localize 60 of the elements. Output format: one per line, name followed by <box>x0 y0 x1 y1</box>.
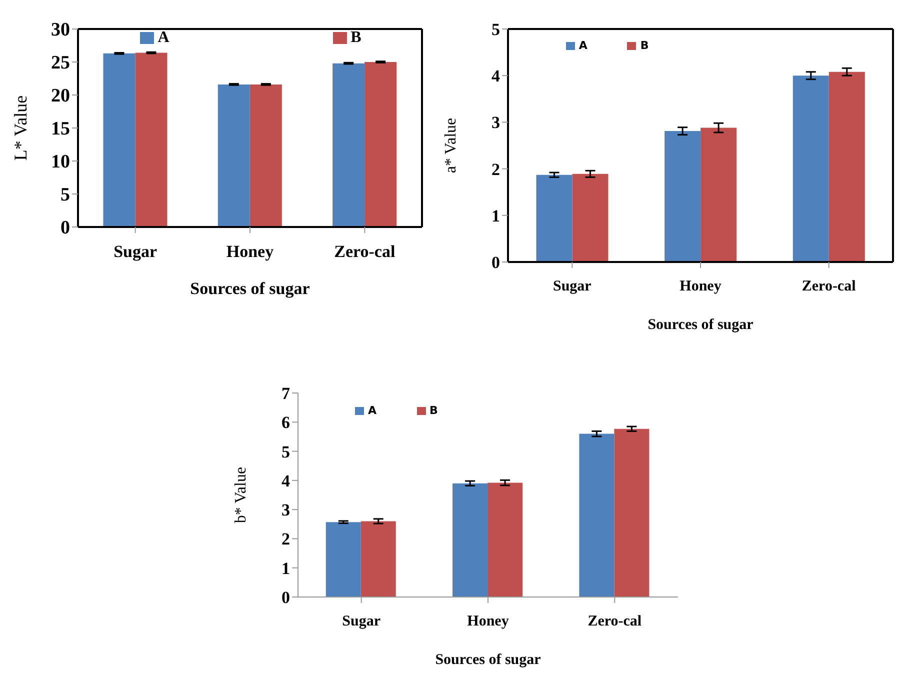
x-tick-label: Zero-cal <box>802 278 856 295</box>
bar <box>828 72 865 262</box>
x-axis-title: Sources of sugar <box>648 317 754 333</box>
legend-label: B <box>640 39 649 52</box>
legend-label: A <box>158 29 170 46</box>
x-tick-label: Sugar <box>342 614 381 630</box>
y-tick-label: 3 <box>492 113 500 132</box>
x-tick-label: Sugar <box>114 242 158 262</box>
y-tick-label: 4 <box>282 471 290 490</box>
legend-label: B <box>350 29 362 46</box>
y-tick-label: 0 <box>60 218 70 239</box>
y-tick-label: 1 <box>282 558 290 578</box>
y-tick-label: 0 <box>492 253 500 272</box>
bar <box>218 84 250 227</box>
bar <box>792 76 829 262</box>
x-tick-label: Sugar <box>552 278 592 295</box>
bar <box>103 53 136 227</box>
x-axis-title: Sources of sugar <box>190 279 310 298</box>
x-tick-label: Zero-cal <box>334 242 396 262</box>
y-tick-label: 20 <box>51 86 70 107</box>
bar <box>360 521 396 597</box>
bar <box>332 63 365 227</box>
y-tick-label: 0 <box>282 588 290 608</box>
bar <box>579 434 614 597</box>
bar <box>250 84 282 227</box>
y-tick-label: 2 <box>492 160 500 179</box>
bar <box>326 522 361 597</box>
y-axis-title: a* Value <box>442 118 460 174</box>
y-axis-title: b* Value <box>232 466 250 524</box>
y-tick-label: 25 <box>51 52 70 74</box>
y-tick-label: 6 <box>282 413 290 432</box>
y-tick-label: 3 <box>282 500 290 520</box>
y-tick-label: 4 <box>492 66 500 86</box>
x-tick-label: Honey <box>680 278 722 295</box>
y-tick-label: 5 <box>282 442 290 462</box>
bar <box>664 131 701 262</box>
y-tick-label: 5 <box>492 20 500 40</box>
bar <box>614 428 650 597</box>
legend-label: A <box>578 39 588 52</box>
x-tick-label: Honey <box>226 242 274 262</box>
bar <box>572 174 608 262</box>
bar <box>135 52 168 227</box>
y-tick-label: 15 <box>51 118 70 140</box>
y-axis-title: L* Value <box>10 95 30 161</box>
x-tick-label: Zero-cal <box>588 614 642 630</box>
legend-label: B <box>430 404 438 417</box>
y-tick-label: 1 <box>492 206 500 226</box>
x-tick-label: Honey <box>467 614 510 630</box>
x-axis-title: Sources of sugar <box>435 652 542 668</box>
y-tick-label: 10 <box>51 152 70 173</box>
bar <box>536 174 572 262</box>
y-tick-label: 30 <box>51 20 70 41</box>
bar <box>488 482 523 597</box>
y-tick-label: 5 <box>60 184 70 206</box>
y-tick-label: 7 <box>282 384 290 404</box>
bar <box>364 62 397 227</box>
y-tick-label: 2 <box>282 530 290 549</box>
bar <box>700 128 737 262</box>
legend-label: A <box>368 404 377 417</box>
bar <box>452 483 488 597</box>
